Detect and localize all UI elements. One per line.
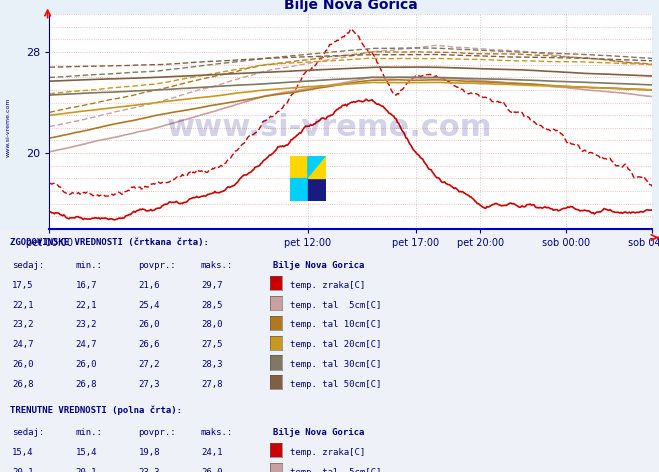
Text: 28,3: 28,3 [201, 360, 223, 369]
Text: 15,4: 15,4 [12, 448, 34, 457]
Text: 26,0: 26,0 [76, 360, 98, 369]
Text: 25,4: 25,4 [138, 301, 160, 310]
Text: 26,0: 26,0 [138, 320, 160, 329]
Text: temp. tal  5cm[C]: temp. tal 5cm[C] [290, 301, 382, 310]
Text: Bilje Nova Gorica: Bilje Nova Gorica [273, 428, 365, 437]
Polygon shape [290, 156, 308, 178]
Text: 27,3: 27,3 [138, 380, 160, 389]
Text: maks.:: maks.: [201, 261, 233, 270]
Polygon shape [308, 156, 326, 178]
Text: temp. zraka[C]: temp. zraka[C] [290, 448, 365, 457]
Text: sedaj:: sedaj: [12, 261, 44, 270]
Text: 17,5: 17,5 [12, 281, 34, 290]
Text: 21,6: 21,6 [138, 281, 160, 290]
Text: ZGODOVINSKE VREDNOSTI (črtkana črta):: ZGODOVINSKE VREDNOSTI (črtkana črta): [10, 238, 209, 247]
Text: 22,1: 22,1 [12, 301, 34, 310]
Text: 23,2: 23,2 [12, 320, 34, 329]
Polygon shape [308, 156, 326, 201]
Text: 15,4: 15,4 [76, 448, 98, 457]
Text: 16,7: 16,7 [76, 281, 98, 290]
Text: 27,5: 27,5 [201, 340, 223, 349]
Text: 29,7: 29,7 [201, 281, 223, 290]
Text: povpr.:: povpr.: [138, 261, 176, 270]
Text: 24,7: 24,7 [12, 340, 34, 349]
Text: 28,0: 28,0 [201, 320, 223, 329]
Title: Bilje Nova Gorica: Bilje Nova Gorica [284, 0, 418, 12]
Text: temp. tal 10cm[C]: temp. tal 10cm[C] [290, 320, 382, 329]
Text: povpr.:: povpr.: [138, 428, 176, 437]
Polygon shape [290, 178, 308, 201]
Text: 27,2: 27,2 [138, 360, 160, 369]
Text: temp. tal 20cm[C]: temp. tal 20cm[C] [290, 340, 382, 349]
Text: 26,0: 26,0 [201, 468, 223, 472]
Text: 27,8: 27,8 [201, 380, 223, 389]
Text: 20,1: 20,1 [12, 468, 34, 472]
Text: Bilje Nova Gorica: Bilje Nova Gorica [273, 261, 365, 270]
Text: 23,3: 23,3 [138, 468, 160, 472]
Text: temp. tal 50cm[C]: temp. tal 50cm[C] [290, 380, 382, 389]
Text: temp. tal  5cm[C]: temp. tal 5cm[C] [290, 468, 382, 472]
Text: maks.:: maks.: [201, 428, 233, 437]
Text: 26,8: 26,8 [12, 380, 34, 389]
Text: 20,1: 20,1 [76, 468, 98, 472]
Text: temp. zraka[C]: temp. zraka[C] [290, 281, 365, 290]
Text: 28,5: 28,5 [201, 301, 223, 310]
Text: 23,2: 23,2 [76, 320, 98, 329]
Text: 26,0: 26,0 [12, 360, 34, 369]
Text: min.:: min.: [76, 261, 103, 270]
Polygon shape [308, 156, 326, 178]
Text: 26,8: 26,8 [76, 380, 98, 389]
Text: temp. tal 30cm[C]: temp. tal 30cm[C] [290, 360, 382, 369]
Text: 19,8: 19,8 [138, 448, 160, 457]
Text: 24,7: 24,7 [76, 340, 98, 349]
Text: www.si-vreme.com: www.si-vreme.com [5, 98, 11, 157]
Text: www.si-vreme.com: www.si-vreme.com [167, 113, 492, 142]
Text: 26,6: 26,6 [138, 340, 160, 349]
Text: TRENUTNE VREDNOSTI (polna črta):: TRENUTNE VREDNOSTI (polna črta): [10, 405, 182, 415]
Text: 24,1: 24,1 [201, 448, 223, 457]
Text: min.:: min.: [76, 428, 103, 437]
Text: sedaj:: sedaj: [12, 428, 44, 437]
Text: 22,1: 22,1 [76, 301, 98, 310]
